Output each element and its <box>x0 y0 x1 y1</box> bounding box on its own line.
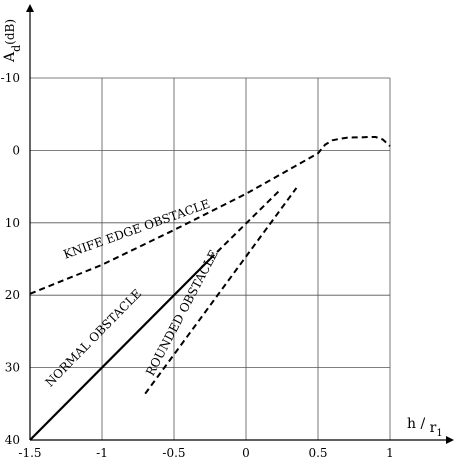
x-tick-label: 0 <box>242 446 250 460</box>
x-tick-label: 1 <box>386 446 394 460</box>
series-knife-edge-obstacle <box>29 136 391 295</box>
y-tick-label: 10 <box>5 216 20 230</box>
y-tick-label: 20 <box>5 288 20 302</box>
labels: -1.5 -1 -0.5 0 0.5 1 -10 0 10 20 30 40 KNIFE EDGE OB… <box>1 19 443 460</box>
x-tick-label: 0.5 <box>308 446 327 460</box>
series <box>29 136 391 441</box>
y-tick-label: 0 <box>12 143 20 157</box>
series-annotation: NORMAL OBSTACLE <box>43 286 145 389</box>
y-tick-label: 30 <box>5 361 20 375</box>
axes <box>26 4 454 444</box>
x-axis-label: h / r1 <box>407 416 443 439</box>
y-axis-label: Ad(dB) <box>2 19 23 63</box>
grid <box>30 77 391 440</box>
series-annotation: KNIFE EDGE OBSTACLE <box>62 197 212 262</box>
x-tick-label: -0.5 <box>162 446 185 460</box>
series-extension <box>209 190 280 260</box>
x-tick-label: -1.5 <box>18 446 41 460</box>
series-rounded-obstacle <box>144 187 298 395</box>
series-normal-obstacle <box>29 258 211 441</box>
y-tick-label: 40 <box>5 433 20 447</box>
y-tick-label: -10 <box>1 71 20 85</box>
x-tick-label: -1 <box>96 446 108 460</box>
series-annotation: ROUNDED OBSTACLE <box>143 248 221 378</box>
